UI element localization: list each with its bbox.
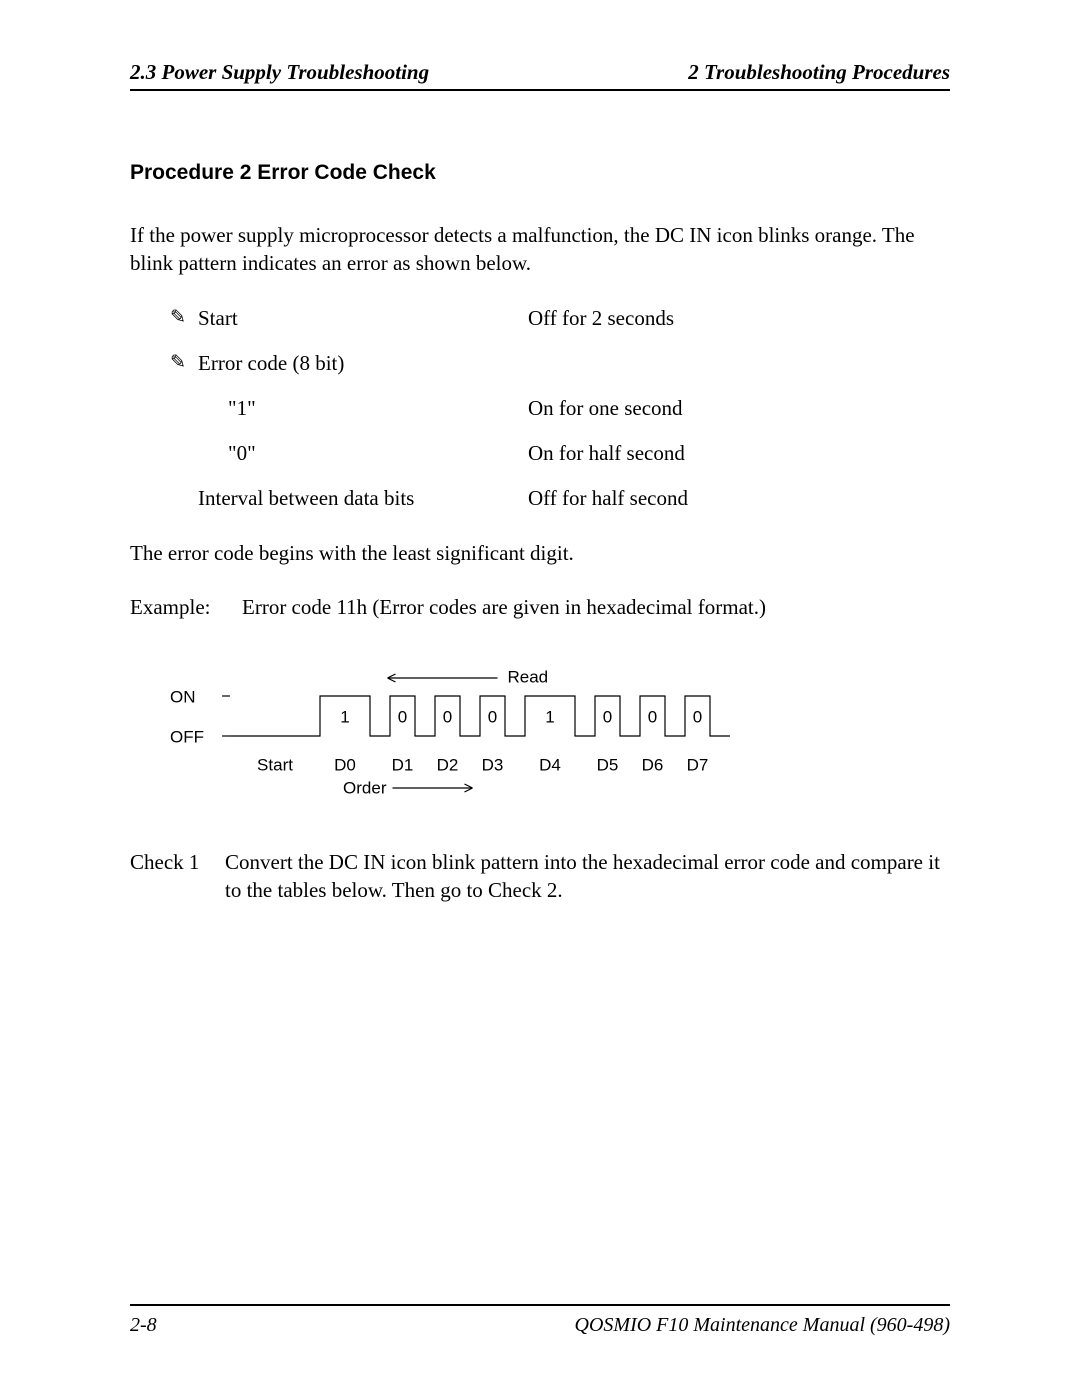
- pencil-icon: ✎: [170, 351, 198, 374]
- bullet-errorcode: ✎ Error code (8 bit): [170, 351, 950, 376]
- svg-text:D4: D4: [539, 756, 561, 775]
- example-text: Error code 11h (Error codes are given in…: [242, 595, 950, 620]
- lsb-text: The error code begins with the least sig…: [130, 539, 950, 567]
- svg-text:Start: Start: [257, 756, 293, 775]
- bullet-list: ✎ Start Off for 2 seconds ✎ Error code (…: [170, 306, 950, 511]
- svg-text:D1: D1: [392, 756, 414, 775]
- svg-text:D0: D0: [334, 756, 356, 775]
- manual-title: QOSMIO F10 Maintenance Manual (960-498): [575, 1314, 950, 1337]
- svg-text:0: 0: [398, 708, 407, 727]
- pencil-icon: ✎: [170, 306, 198, 329]
- svg-text:Read: Read: [508, 668, 549, 687]
- svg-text:0: 0: [693, 708, 702, 727]
- start-value: Off for 2 seconds: [528, 306, 674, 331]
- zero-value: On for half second: [528, 441, 685, 466]
- svg-text:1: 1: [545, 708, 554, 727]
- svg-text:0: 0: [488, 708, 497, 727]
- page-number: 2-8: [130, 1314, 157, 1337]
- svg-text:D7: D7: [687, 756, 709, 775]
- interval-value: Off for half second: [528, 486, 688, 511]
- page-header: 2.3 Power Supply Troubleshooting 2 Troub…: [130, 60, 950, 91]
- bullet-interval: Interval between data bits Off for half …: [198, 486, 950, 511]
- svg-text:1: 1: [340, 708, 349, 727]
- check-text: Convert the DC IN icon blink pattern int…: [225, 848, 950, 905]
- check-row: Check 1 Convert the DC IN icon blink pat…: [130, 848, 950, 905]
- svg-text:D2: D2: [437, 756, 459, 775]
- intro-paragraph: If the power supply microprocessor detec…: [130, 221, 950, 278]
- errorcode-label: Error code (8 bit): [198, 351, 528, 376]
- check-label: Check 1: [130, 848, 225, 905]
- procedure-title: Procedure 2 Error Code Check: [130, 161, 950, 185]
- svg-text:0: 0: [603, 708, 612, 727]
- example-row: Example: Error code 11h (Error codes are…: [130, 595, 950, 620]
- header-section-left: 2.3 Power Supply Troubleshooting: [130, 60, 429, 85]
- page-footer: 2-8 QOSMIO F10 Maintenance Manual (960-4…: [130, 1304, 950, 1337]
- zero-label: "0": [198, 441, 528, 466]
- start-label: Start: [198, 306, 528, 331]
- header-chapter-right: 2 Troubleshooting Procedures: [688, 60, 950, 85]
- svg-text:0: 0: [443, 708, 452, 727]
- interval-label: Interval between data bits: [198, 486, 528, 511]
- example-label: Example:: [130, 595, 242, 620]
- timing-diagram: ON OFF 1 0 0 0 1 0 0 0 Start D0 D1 D2 D3 D4 D5 D6 D7 Read Or…: [170, 656, 950, 804]
- svg-text:D5: D5: [597, 756, 619, 775]
- svg-text:ON: ON: [170, 688, 196, 707]
- bullet-one: "1" On for one second: [198, 396, 950, 421]
- one-value: On for one second: [528, 396, 683, 421]
- one-label: "1": [198, 396, 528, 421]
- svg-text:D3: D3: [482, 756, 504, 775]
- svg-text:Order: Order: [343, 779, 387, 798]
- svg-text:OFF: OFF: [170, 728, 204, 747]
- svg-text:D6: D6: [642, 756, 664, 775]
- bullet-zero: "0" On for half second: [198, 441, 950, 466]
- bullet-start: ✎ Start Off for 2 seconds: [170, 306, 950, 331]
- svg-text:0: 0: [648, 708, 657, 727]
